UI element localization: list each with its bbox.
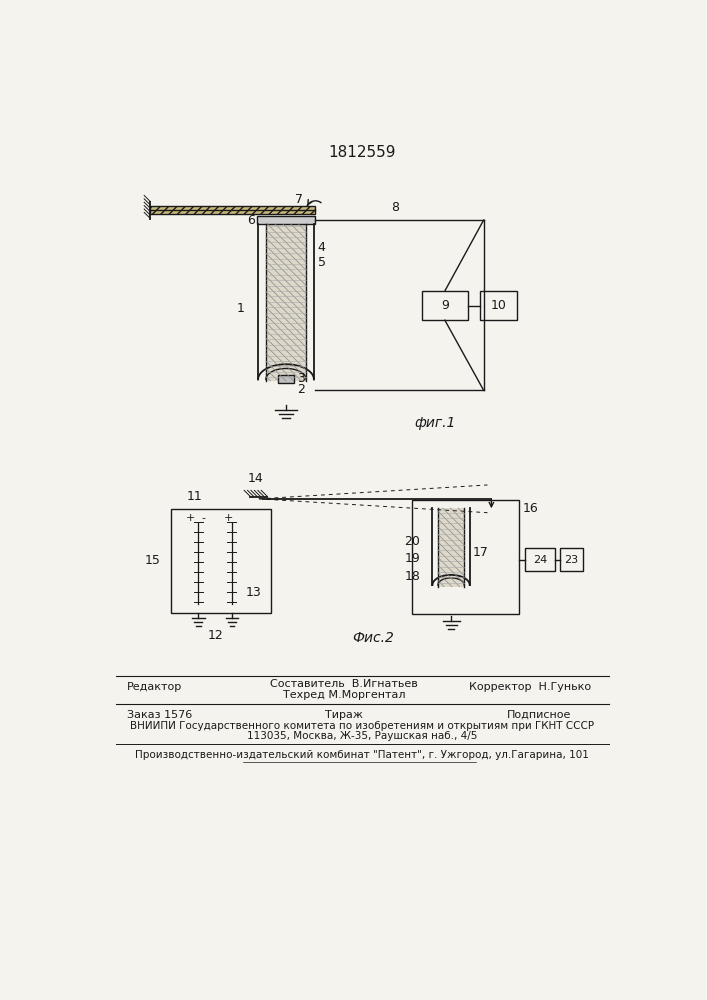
Text: 7: 7 bbox=[296, 193, 303, 206]
Text: фиг.1: фиг.1 bbox=[414, 416, 455, 430]
Bar bbox=[480, 291, 517, 320]
Text: 20: 20 bbox=[404, 535, 420, 548]
Text: ВНИИПИ Государственного комитета по изобретениям и открытиям при ГКНТ СССР: ВНИИПИ Государственного комитета по изоб… bbox=[130, 721, 594, 731]
Text: 2: 2 bbox=[297, 383, 305, 396]
Text: 6: 6 bbox=[247, 214, 255, 227]
Text: 113035, Москва, Ж-35, Раушская наб., 4/5: 113035, Москва, Ж-35, Раушская наб., 4/5 bbox=[247, 731, 477, 741]
Text: -: - bbox=[201, 513, 205, 523]
Text: 14: 14 bbox=[247, 472, 263, 485]
Text: Техред М.Моргентал: Техред М.Моргентал bbox=[283, 690, 405, 700]
Text: Фис.2: Фис.2 bbox=[352, 631, 394, 645]
Text: 15: 15 bbox=[144, 554, 160, 567]
Text: 12: 12 bbox=[207, 629, 223, 642]
Text: 13: 13 bbox=[245, 586, 262, 599]
Text: 1812559: 1812559 bbox=[328, 145, 396, 160]
Bar bbox=[525, 548, 555, 571]
Text: 3: 3 bbox=[297, 372, 305, 385]
Text: 5: 5 bbox=[317, 256, 326, 269]
Bar bbox=[257, 216, 315, 224]
Text: Производственно-издательский комбинат "Патент", г. Ужгород, ул.Гагарина, 101: Производственно-издательский комбинат "П… bbox=[135, 750, 589, 760]
Text: Составитель  В.Игнатьев: Составитель В.Игнатьев bbox=[270, 679, 418, 689]
Text: 24: 24 bbox=[533, 555, 547, 565]
Text: 18: 18 bbox=[404, 570, 420, 583]
Text: 17: 17 bbox=[473, 546, 489, 559]
Bar bbox=[412, 500, 519, 614]
Bar bbox=[421, 291, 468, 320]
Bar bbox=[171, 509, 271, 613]
Text: Редактор: Редактор bbox=[127, 682, 182, 692]
Text: +: + bbox=[224, 513, 233, 523]
Text: 19: 19 bbox=[404, 552, 420, 565]
Text: +: + bbox=[186, 513, 195, 523]
Text: Подписное: Подписное bbox=[507, 710, 571, 720]
Text: 11: 11 bbox=[187, 490, 202, 503]
Bar bbox=[279, 375, 293, 383]
Text: 16: 16 bbox=[523, 502, 539, 515]
Text: 8: 8 bbox=[391, 201, 399, 214]
Text: 1: 1 bbox=[237, 302, 245, 315]
Text: Корректор  Н.Гунько: Корректор Н.Гунько bbox=[469, 682, 591, 692]
Text: 10: 10 bbox=[491, 299, 506, 312]
Bar bbox=[151, 206, 315, 214]
Text: 4: 4 bbox=[317, 241, 326, 254]
Bar bbox=[266, 224, 306, 381]
Text: 23: 23 bbox=[564, 555, 578, 565]
Text: 9: 9 bbox=[441, 299, 449, 312]
Text: Тираж: Тираж bbox=[325, 710, 363, 720]
Bar bbox=[438, 508, 464, 587]
Text: Заказ 1576: Заказ 1576 bbox=[127, 710, 192, 720]
Bar bbox=[559, 548, 583, 571]
